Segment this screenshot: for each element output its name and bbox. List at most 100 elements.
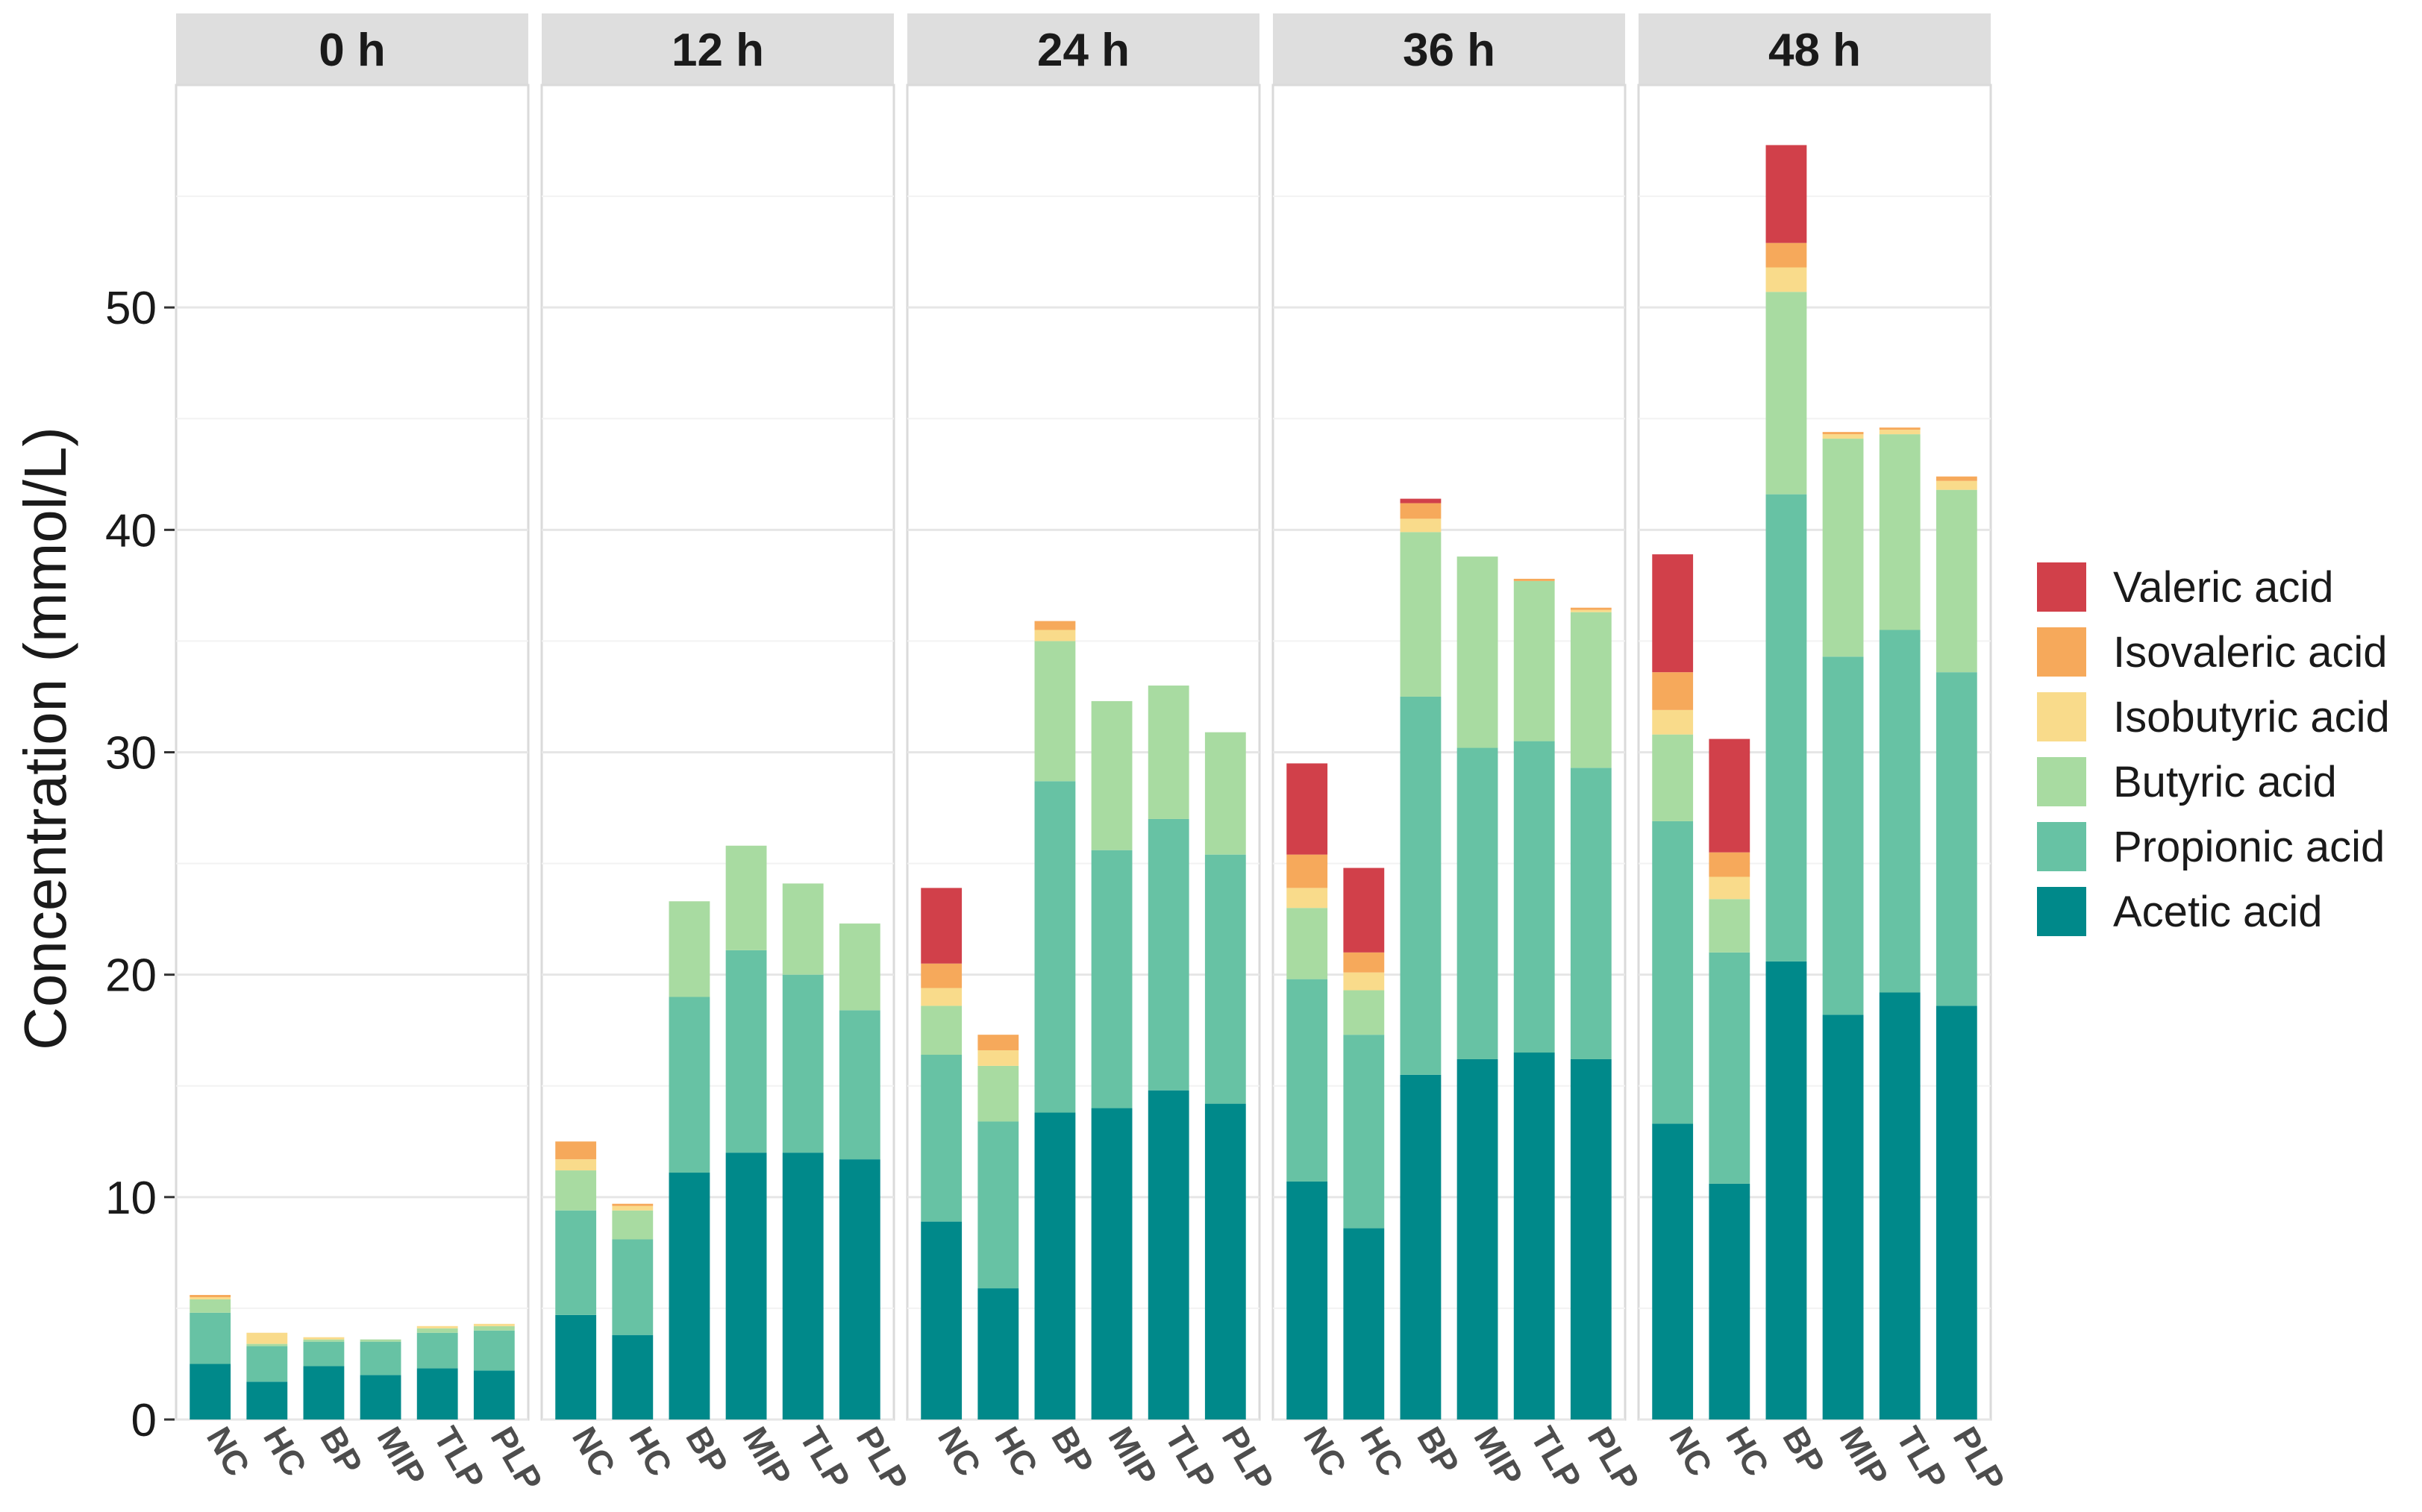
strip-label: 48 h	[1768, 25, 1861, 76]
y-tick-label: 40	[105, 505, 157, 556]
legend-key	[2037, 562, 2086, 612]
bar-segment-propionic-acid	[612, 1239, 654, 1335]
bar-segment-isobutyric-acid	[921, 988, 963, 1006]
x-tick-label: MIP	[1466, 1420, 1530, 1493]
strip-label: 24 h	[1037, 25, 1130, 76]
bar-segment-isovaleric-acid	[1936, 476, 1977, 481]
bar-segment-propionic-acid	[1570, 768, 1612, 1059]
bar-segment-propionic-acid	[303, 1341, 345, 1367]
legend-item-valeric-acid: Valeric acid	[2037, 562, 2334, 612]
bar-segment-isobutyric-acid	[1936, 480, 1977, 490]
y-tick-label: 0	[131, 1395, 157, 1446]
bar-segment-propionic-acid	[246, 1346, 288, 1382]
bar-segment-butyric-acid	[1204, 732, 1246, 855]
x-tick-label: HC	[622, 1420, 680, 1483]
bar-segment-propionic-acid	[1148, 818, 1189, 1091]
bar-segment-acetic-acid	[1343, 1228, 1385, 1420]
bar-segment-butyric-acid	[1765, 292, 1807, 495]
bar-segment-butyric-acid	[416, 1328, 458, 1333]
strip-background	[176, 13, 528, 85]
x-tick-label: HC	[256, 1420, 314, 1483]
y-tick-label: 30	[105, 728, 157, 779]
legend-key	[2037, 887, 2086, 936]
legend-key	[2037, 757, 2086, 806]
bar-segment-propionic-acid	[555, 1210, 597, 1315]
bar-segment-acetic-acid	[977, 1288, 1019, 1420]
bar-segment-isovaleric-acid	[1570, 607, 1612, 610]
legend-item-acetic-acid: Acetic acid	[2037, 887, 2322, 936]
legend-key	[2037, 822, 2086, 871]
bar-segment-acetic-acid	[1034, 1112, 1076, 1420]
x-tick-label: TLP	[427, 1420, 492, 1496]
bar-segment-isobutyric-acid	[190, 1297, 231, 1299]
bar-segment-isobutyric-acid	[1400, 518, 1442, 533]
strip-label: 0 h	[319, 25, 386, 76]
bar-segment-butyric-acid	[921, 1006, 963, 1055]
bar-segment-propionic-acid	[1765, 494, 1807, 962]
bar-segment-valeric-acid	[1400, 498, 1442, 504]
bar-segment-acetic-acid	[416, 1368, 458, 1420]
bar-segment-isobutyric-acid	[1570, 609, 1612, 612]
bar-segment-propionic-acid	[1456, 747, 1498, 1059]
x-tick-label: PLP	[484, 1420, 551, 1497]
bar-segment-acetic-acid	[246, 1381, 288, 1420]
y-tick-label: 50	[105, 283, 157, 334]
legend-label: Acetic acid	[2113, 888, 2322, 936]
bar-segment-butyric-acid	[555, 1170, 597, 1211]
strip-label: 12 h	[672, 25, 764, 76]
bar-segment-valeric-acid	[1286, 763, 1328, 855]
bar-segment-propionic-acid	[1204, 854, 1246, 1104]
bar-segment-isobutyric-acid	[1034, 630, 1076, 641]
bar-segment-isovaleric-acid	[1400, 503, 1442, 519]
bar-segment-acetic-acid	[725, 1152, 767, 1420]
bar-segment-isovaleric-acid	[1034, 621, 1076, 630]
bar-segment-butyric-acid	[782, 883, 824, 975]
x-tick-label: NC	[1296, 1420, 1354, 1483]
x-tick-label: MIP	[369, 1420, 434, 1493]
bar-segment-isovaleric-acid	[921, 963, 963, 988]
bar-segment-propionic-acid	[1400, 696, 1442, 1075]
bar-segment-propionic-acid	[1034, 781, 1076, 1113]
bar-segment-valeric-acid	[1652, 554, 1694, 673]
bar-segment-propionic-acid	[360, 1341, 401, 1375]
bar-segment-isovaleric-acid	[1879, 427, 1921, 430]
bar-segment-butyric-acid	[1148, 686, 1189, 819]
x-tick-label: BP	[678, 1420, 736, 1481]
legend-key	[2037, 627, 2086, 677]
bar-segment-butyric-acid	[1343, 990, 1385, 1035]
x-tick-label: TLP	[1524, 1420, 1589, 1496]
bar-segment-isobutyric-acid	[246, 1332, 288, 1344]
bar-segment-butyric-acid	[725, 845, 767, 950]
x-tick-label: HC	[1353, 1420, 1411, 1483]
bar-segment-butyric-acid	[360, 1339, 401, 1342]
legend-item-isobutyric-acid: Isobutyric acid	[2037, 692, 2390, 741]
bar-segment-acetic-acid	[190, 1364, 231, 1420]
bar-segment-isobutyric-acid	[612, 1205, 654, 1211]
bar-segment-propionic-acid	[725, 950, 767, 1153]
bar-segment-isobutyric-acid	[1822, 434, 1864, 439]
bar-segment-isovaleric-acid	[1343, 952, 1385, 973]
y-axis: 0 10 20 30 40 50	[105, 283, 175, 1446]
bar-segment-acetic-acid	[473, 1370, 515, 1420]
legend-label: Butyric acid	[2113, 758, 2337, 806]
bar-segment-acetic-acid	[669, 1173, 710, 1420]
bar-segment-butyric-acid	[1936, 489, 1977, 673]
bar-segment-isobutyric-acid	[1343, 972, 1385, 991]
bar-segment-acetic-acid	[612, 1334, 654, 1420]
bar-segment-propionic-acid	[1936, 672, 1977, 1006]
x-tick-label: MIP	[1101, 1420, 1165, 1493]
bar-segment-isovaleric-acid	[977, 1035, 1019, 1051]
strip-background	[1273, 13, 1625, 85]
bar-segment-butyric-acid	[612, 1210, 654, 1240]
bar-segment-acetic-acid	[303, 1366, 345, 1420]
bar-segment-propionic-acid	[473, 1330, 515, 1371]
bar-segment-acetic-acid	[1456, 1058, 1498, 1420]
bar-segment-isovaleric-acid	[1822, 432, 1864, 435]
bar-segment-acetic-acid	[1570, 1058, 1612, 1420]
bar-segment-propionic-acid	[1343, 1035, 1385, 1229]
x-tick-label: TLP	[1158, 1420, 1224, 1496]
bar-segment-acetic-acid	[1091, 1108, 1133, 1420]
legend-item-butyric-acid: Butyric acid	[2037, 757, 2337, 806]
